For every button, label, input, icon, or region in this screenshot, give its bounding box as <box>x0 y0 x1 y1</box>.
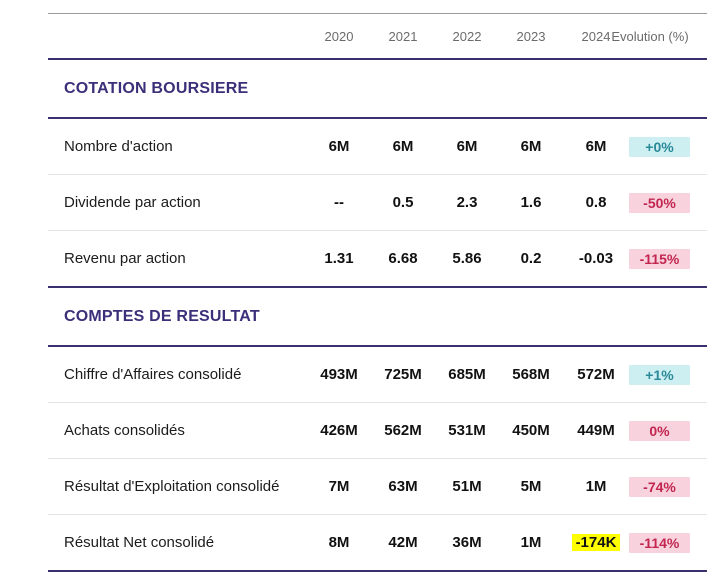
table-cell: 63M <box>388 478 418 495</box>
row-label: Dividende par action <box>64 194 201 211</box>
table-row: Revenu par action 1.31 6.68 5.86 0.2 -0.… <box>48 231 707 288</box>
table-cell: 6.68 <box>388 250 418 267</box>
header-row: 2020 2021 2022 2023 2024 Evolution (%) <box>48 14 707 60</box>
column-header-2024: 2024 <box>581 28 611 44</box>
table-cell: 5.86 <box>452 250 482 267</box>
section-header-cotation: COTATION BOURSIERE <box>48 60 707 119</box>
table-cell: 568M <box>512 366 550 383</box>
table-cell: 8M <box>328 534 350 551</box>
table-cell: 1M <box>520 534 542 551</box>
evolution-badge: 0% <box>629 420 690 441</box>
evolution-badge: -50% <box>629 192 690 213</box>
table-cell: 5M <box>520 478 542 495</box>
table-cell: 1.6 <box>520 194 542 211</box>
row-label: Résultat d'Exploitation consolidé <box>64 478 280 495</box>
section-header-comptes: COMPTES DE RESULTAT <box>48 288 707 347</box>
table-cell: 51M <box>452 478 482 495</box>
evolution-badge: +0% <box>629 136 690 157</box>
table-cell: 725M <box>384 366 422 383</box>
table-cell-highlighted: -174K <box>564 534 628 551</box>
table-row: Résultat Net consolidé 8M 42M 36M 1M -17… <box>48 515 707 572</box>
evolution-badge: -74% <box>629 476 690 497</box>
table-row: Résultat d'Exploitation consolidé 7M 63M… <box>48 459 707 515</box>
table-row: Nombre d'action 6M 6M 6M 6M 6M +0% <box>48 119 707 175</box>
table-row: Achats consolidés 426M 562M 531M 450M 44… <box>48 403 707 459</box>
table-cell: 6M <box>585 138 607 155</box>
table-cell: 7M <box>328 478 350 495</box>
table-cell: 0.8 <box>585 194 607 211</box>
table-cell: 562M <box>384 422 422 439</box>
table-cell: 1.31 <box>324 250 354 267</box>
table-cell: 0.2 <box>520 250 542 267</box>
table-cell: 36M <box>452 534 482 551</box>
evolution-badge: +1% <box>629 364 690 385</box>
financial-table: 2020 2021 2022 2023 2024 Evolution (%) C… <box>48 0 707 572</box>
row-label: Résultat Net consolidé <box>64 534 215 551</box>
table-row: Chiffre d'Affaires consolidé 493M 725M 6… <box>48 347 707 403</box>
top-divider <box>48 13 707 14</box>
table-cell: 426M <box>320 422 358 439</box>
table-cell: 685M <box>448 366 486 383</box>
evolution-badge: -115% <box>629 248 690 269</box>
table-cell: 450M <box>512 422 550 439</box>
row-label: Nombre d'action <box>64 138 173 155</box>
table-cell: 1M <box>585 478 607 495</box>
table-cell: 493M <box>320 366 358 383</box>
table-cell: 6M <box>328 138 350 155</box>
column-header-2022: 2022 <box>452 28 482 44</box>
row-label: Achats consolidés <box>64 422 185 439</box>
table-cell: 572M <box>577 366 615 383</box>
row-label: Revenu par action <box>64 250 186 267</box>
table-row: Dividende par action -- 0.5 2.3 1.6 0.8 … <box>48 175 707 231</box>
column-header-evolution: Evolution (%) <box>611 28 689 44</box>
table-cell: 449M <box>577 422 615 439</box>
evolution-badge: -114% <box>629 532 690 553</box>
table-cell: 0.5 <box>392 194 414 211</box>
table-cell: -0.03 <box>578 250 614 267</box>
table-cell: 6M <box>392 138 414 155</box>
highlight-mark: -174K <box>571 534 621 551</box>
table-cell: 6M <box>520 138 542 155</box>
section-title: COMPTES DE RESULTAT <box>64 307 260 325</box>
table-cell: 531M <box>448 422 486 439</box>
table-cell: 6M <box>456 138 478 155</box>
row-label: Chiffre d'Affaires consolidé <box>64 366 242 383</box>
column-header-2023: 2023 <box>516 28 546 44</box>
column-header-2020: 2020 <box>324 28 354 44</box>
table-cell: -- <box>334 194 344 211</box>
column-header-2021: 2021 <box>388 28 418 44</box>
table-cell: 2.3 <box>456 194 478 211</box>
section-title: COTATION BOURSIERE <box>64 79 249 97</box>
table-cell: 42M <box>388 534 418 551</box>
